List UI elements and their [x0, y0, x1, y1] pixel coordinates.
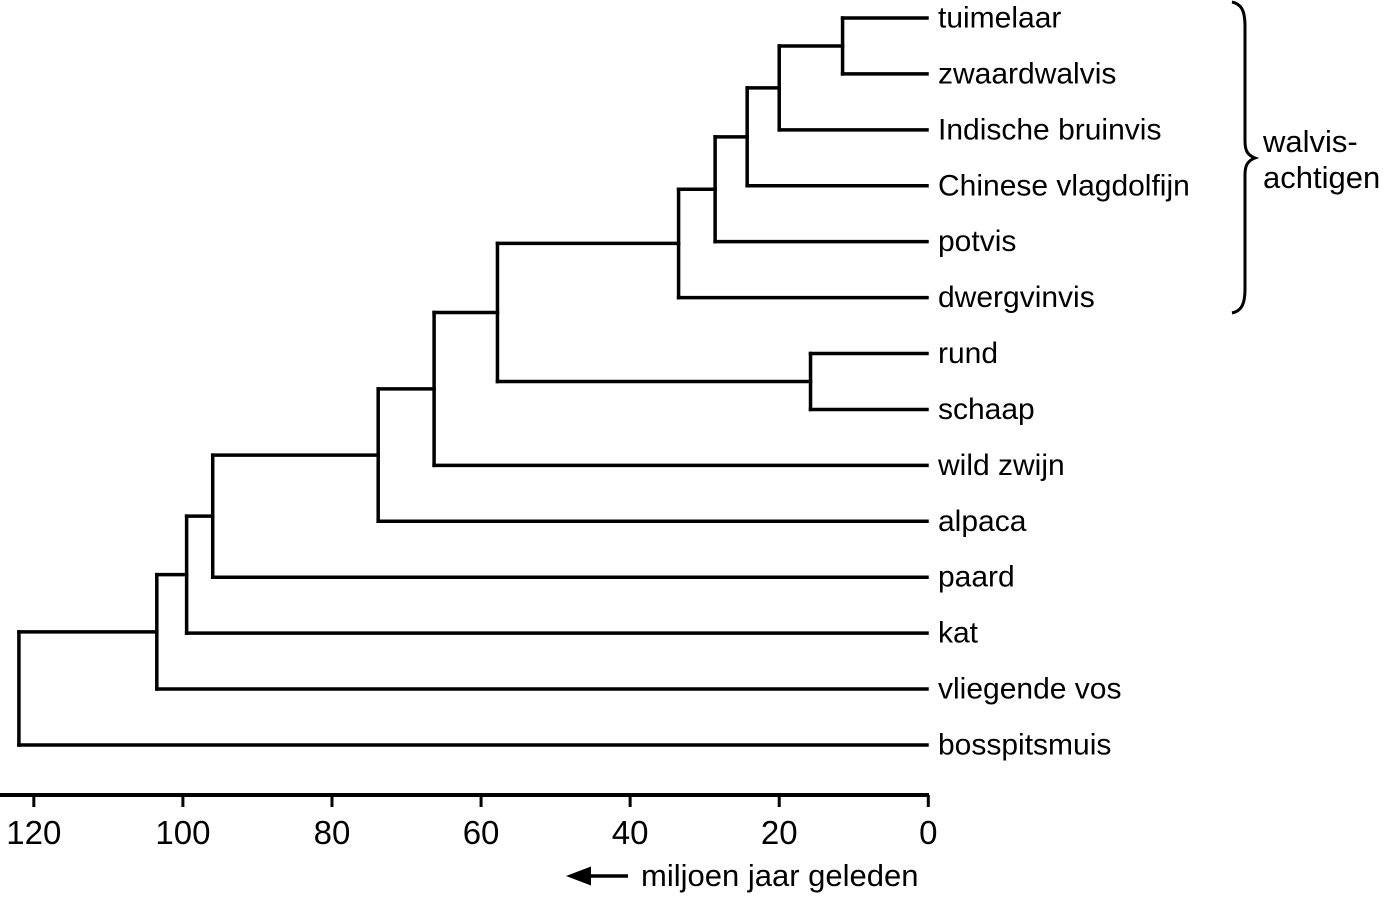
tip-label: rund	[938, 337, 998, 370]
clade-bracket: walvis- achtigen	[1231, 0, 1380, 315]
tip-label: Indische bruinvis	[938, 113, 1161, 146]
tip-label: alpaca	[938, 505, 1027, 538]
axis-tick-label: 0	[919, 814, 937, 851]
tip-label: wild zwijn	[937, 449, 1065, 482]
bracket-label-line1: walvis-	[1262, 124, 1358, 159]
time-axis: 120 100 80 60 40 20 0 miljoen jaar geleden	[0, 793, 937, 893]
tip-label: bosspitsmuis	[938, 728, 1111, 761]
left-arrow-icon	[566, 866, 628, 886]
axis-tick-label: 40	[612, 814, 649, 851]
curly-brace-icon	[1231, 0, 1260, 315]
axis-tick-label: 80	[314, 814, 351, 851]
tip-label: Chinese vlagdolfijn	[938, 169, 1190, 202]
axis-tick-label: 20	[761, 814, 798, 851]
axis-tick-label: 60	[463, 814, 500, 851]
tip-label: schaap	[938, 393, 1035, 426]
tip-label: zwaardwalvis	[938, 57, 1116, 90]
tip-labels: tuimelaar zwaardwalvis Indische bruinvis Ch…	[937, 2, 1190, 762]
tip-label: vliegende vos	[938, 673, 1121, 706]
bracket-label: walvis- achtigen	[1262, 124, 1380, 195]
tip-label: potvis	[938, 225, 1016, 258]
axis-tick-label: 120	[6, 814, 61, 851]
axis-tick-label: 100	[155, 814, 210, 851]
tip-label: kat	[938, 617, 979, 650]
tree-branches	[17, 16, 929, 747]
tip-label: dwergvinvis	[938, 281, 1095, 314]
tip-label: tuimelaar	[938, 2, 1061, 35]
axis-ticks: 120 100 80 60 40 20 0	[6, 795, 937, 851]
axis-caption: miljoen jaar geleden	[566, 858, 918, 893]
bracket-label-line2: achtigen	[1263, 160, 1380, 195]
tip-label: paard	[938, 561, 1015, 594]
axis-label: miljoen jaar geleden	[641, 858, 918, 893]
